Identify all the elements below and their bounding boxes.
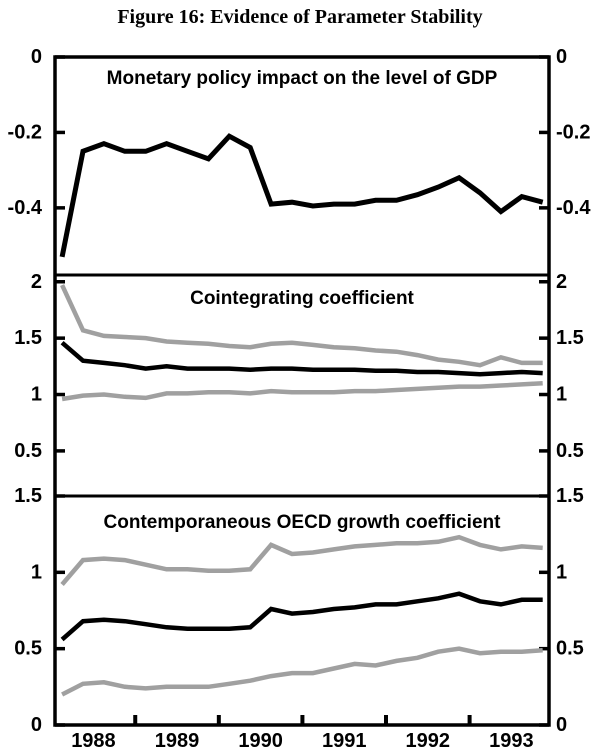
y-axis-label-left: 0 — [31, 46, 42, 68]
y-axis-label-left: 0.5 — [14, 440, 42, 462]
y-axis-label-left: 1.5 — [14, 327, 42, 349]
x-year-label: 1992 — [406, 730, 451, 751]
y-axis-label-right: 1.5 — [556, 327, 584, 349]
y-axis-label-right: -0.4 — [556, 197, 591, 219]
panel2-upper-band-line — [60, 284, 543, 368]
y-axis-label-left: -0.2 — [8, 121, 42, 143]
y-axis-label-left: 1 — [31, 561, 42, 583]
y-axis-label-left: -0.4 — [8, 197, 43, 219]
x-year-label: 1991 — [322, 730, 367, 751]
y-axis-label-left: 1 — [31, 384, 42, 406]
y-axis-label-right: 1 — [556, 561, 567, 583]
panel2-title: Cointegrating coefficient — [190, 288, 414, 309]
y-axis-label-right: 0 — [556, 714, 567, 736]
figure-title: Figure 16: Evidence of Parameter Stabili… — [117, 6, 483, 28]
y-axis-label-right: 1.5 — [556, 485, 584, 507]
panel3-title: Contemporaneous OECD growth coefficient — [104, 512, 502, 533]
y-axis-label-right: 0 — [556, 46, 567, 68]
panel1-monetary-policy-impact-line — [59, 133, 544, 258]
panel3-lower-band-line — [61, 646, 543, 697]
y-axis-label-right: -0.2 — [556, 121, 590, 143]
x-year-label: 1989 — [155, 730, 200, 751]
y-axis-label-right: 0.5 — [556, 638, 584, 660]
y-axis-label-right: 2 — [556, 271, 567, 293]
y-axis-label-right: 1 — [556, 384, 567, 406]
chart-frame — [53, 55, 551, 727]
panel2-cointegrating-coefficient-line — [60, 340, 543, 377]
x-year-label: 1990 — [238, 730, 283, 751]
panel3-oecd-growth-coefficient-line — [60, 591, 543, 642]
y-axis-label-left: 0 — [31, 714, 42, 736]
x-year-label: 1993 — [489, 730, 534, 751]
y-axis-label-right: 0.5 — [556, 440, 584, 462]
panel3-upper-band-line — [60, 534, 543, 586]
panel1-title: Monetary policy impact on the level of G… — [107, 68, 498, 89]
panel2-lower-band-line — [61, 380, 543, 402]
y-axis-label-left: 0.5 — [14, 638, 42, 660]
x-year-label: 1988 — [71, 730, 116, 751]
y-axis-label-left: 1.5 — [14, 485, 42, 507]
y-axis-label-left: 2 — [31, 271, 42, 293]
